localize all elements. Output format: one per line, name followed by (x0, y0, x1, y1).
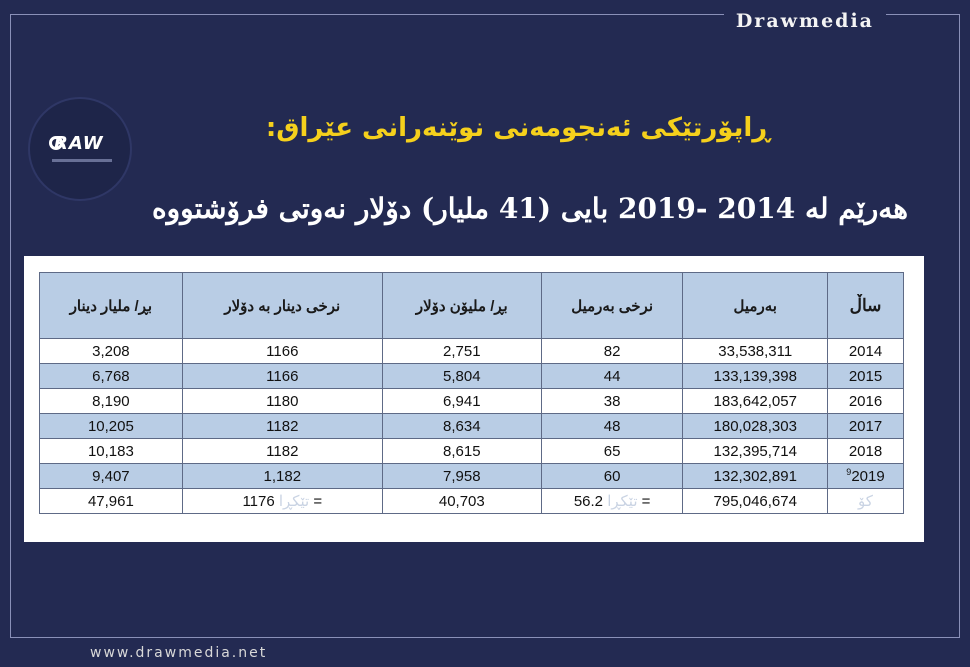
cell-billion-dinars: 6,768 (39, 363, 183, 389)
header-exchange-rate: نرخی دینار بە دۆلار (181, 272, 383, 339)
cell-barrels: 180,028,303 (682, 413, 828, 439)
avg-label: تێکڕا (607, 493, 638, 510)
cell-total-label: کۆ (827, 488, 904, 514)
cell-total-barrels: 795,046,674 (682, 488, 828, 514)
table-row: 2015 133,139,398 44 5,804 1166 6,768 (39, 363, 904, 389)
header-barrels: بەرمیل (682, 272, 828, 339)
cell-barrel-price: 60 (540, 463, 684, 489)
header-year: ساڵ (827, 272, 904, 339)
cell-million-dollars: 5,804 (381, 363, 542, 389)
cell-barrels: 133,139,398 (682, 363, 828, 389)
oil-sales-table: ساڵ بەرمیل نرخی بەرمیل بڕ/ ملیۆن دۆلار ن… (39, 272, 904, 514)
cell-billion-dinars: 3,208 (39, 338, 183, 364)
header-million-dollars: بڕ/ ملیۆن دۆلار (381, 272, 542, 339)
table-sheet: ساڵ بەرمیل نرخی بەرمیل بڕ/ ملیۆن دۆلار ن… (24, 256, 924, 542)
cell-barrel-price: 65 (540, 438, 684, 464)
cell-barrel-price: 44 (540, 363, 684, 389)
table-row: 2016 183,642,057 38 6,941 1180 8,190 (39, 388, 904, 414)
content-frame (10, 14, 960, 638)
cell-year: 2017 (827, 413, 904, 439)
header-billion-dinars: بڕ/ ملیار دینار (39, 272, 183, 339)
cell-billion-dinars: 9,407 (39, 463, 183, 489)
cell-million-dollars: 7,958 (381, 463, 542, 489)
report-headline: هەرێم لە 2014 -2019 بایی (41 ملیار) دۆلا… (151, 192, 908, 225)
table-row: 2014 33,538,311 82 2,751 1166 3,208 (39, 338, 904, 364)
cell-year: 2016 (827, 388, 904, 414)
table-total-row: کۆ 795,046,674 تێکڕا 56.2 = 40,703 تێکڕا… (39, 488, 904, 514)
cell-million-dollars: 6,941 (381, 388, 542, 414)
cell-barrel-price: 82 (540, 338, 684, 364)
cell-barrel-price: 48 (540, 413, 684, 439)
cell-total-billion-dinars: 47,961 (39, 488, 183, 514)
cell-barrels: 183,642,057 (682, 388, 828, 414)
logo-text: RAW (54, 133, 104, 154)
cell-barrel-price: 38 (540, 388, 684, 414)
cell-exchange-rate: 1182 (181, 438, 383, 464)
total-label: کۆ (858, 493, 873, 510)
cell-year: 2015 (827, 363, 904, 389)
cell-billion-dinars: 8,190 (39, 388, 183, 414)
website-url: www.drawmedia.net (78, 645, 280, 661)
logo-circle-icon (49, 136, 63, 150)
table-row: 2017 180,028,303 48 8,634 1182 10,205 (39, 413, 904, 439)
cell-exchange-rate: 1166 (181, 338, 383, 364)
header-barrel-price: نرخی بەرمیل (540, 272, 684, 339)
cell-exchange-rate: 1180 (181, 388, 383, 414)
draw-logo: RAW (28, 97, 132, 201)
avg-barrel-price-value: 56.2 = (573, 493, 651, 510)
table-header-row: ساڵ بەرمیل نرخی بەرمیل بڕ/ ملیۆن دۆلار ن… (39, 272, 904, 339)
cell-exchange-rate: 1182 (181, 413, 383, 439)
cell-barrels: 33,538,311 (682, 338, 828, 364)
cell-year: 92019 (827, 463, 904, 489)
cell-avg-barrel-price: تێکڕا 56.2 = (540, 488, 684, 514)
report-title: ڕاپۆرتێکی ئەنجومەنی نوێنەرانی عێراق: (265, 113, 770, 143)
cell-billion-dinars: 10,205 (39, 413, 183, 439)
table-row: 92019 132,302,891 60 7,958 1,182 9,407 (39, 463, 904, 489)
table-row: 2018 132,395,714 65 8,615 1182 10,183 (39, 438, 904, 464)
cell-year: 2014 (827, 338, 904, 364)
cell-exchange-rate: 1166 (181, 363, 383, 389)
cell-year: 2018 (827, 438, 904, 464)
avg-label: تێکڕا (278, 493, 310, 510)
cell-year-value: 2019 (851, 468, 885, 485)
cell-million-dollars: 2,751 (381, 338, 542, 364)
cell-million-dollars: 8,634 (381, 413, 542, 439)
cell-total-million-dollars: 40,703 (381, 488, 542, 514)
cell-barrels: 132,395,714 (682, 438, 828, 464)
cell-avg-exchange-rate: تێکڕا 1176 = (181, 488, 383, 514)
cell-million-dollars: 8,615 (381, 438, 542, 464)
cell-billion-dinars: 10,183 (39, 438, 183, 464)
cell-exchange-rate: 1,182 (181, 463, 383, 489)
footnote-marker: 9 (846, 467, 852, 477)
avg-exchange-rate-value: 1176 = (242, 493, 323, 510)
cell-barrels: 132,302,891 (682, 463, 828, 489)
brand-name-top: Drawmedia (723, 10, 886, 32)
logo-subtitle-mark (52, 159, 112, 162)
